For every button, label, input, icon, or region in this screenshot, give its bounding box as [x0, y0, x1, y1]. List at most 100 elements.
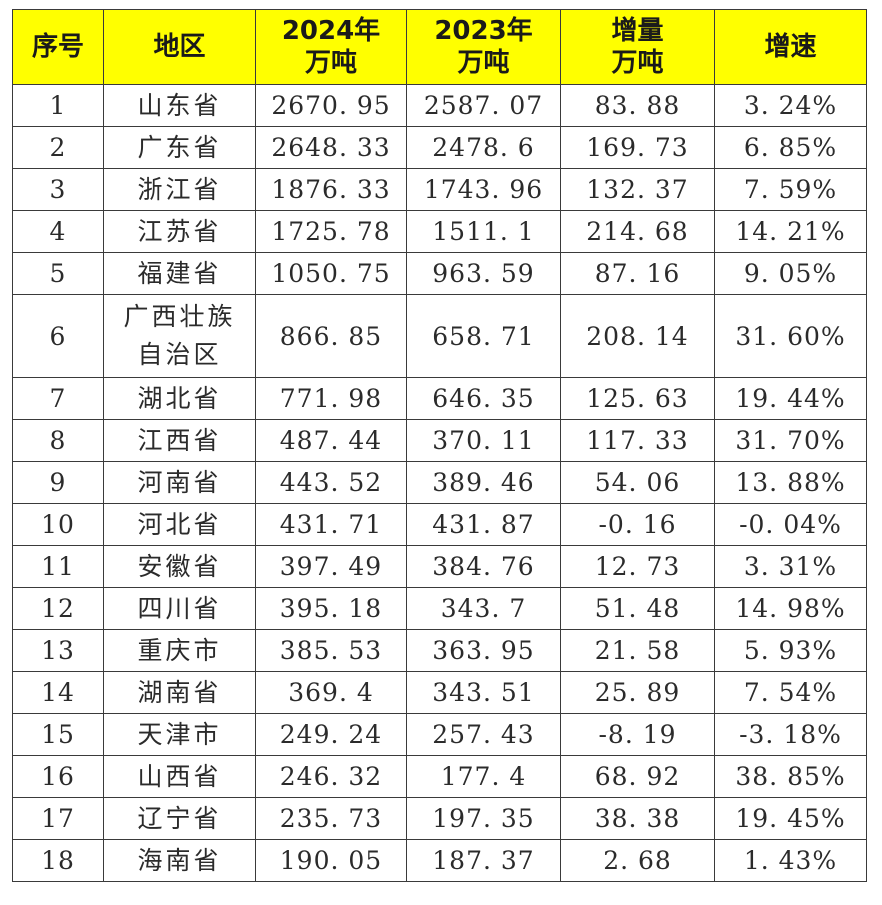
cell-rank: 5: [12, 252, 104, 295]
cell-increase: 83. 88: [560, 84, 715, 127]
cell-2023: 197. 35: [406, 797, 561, 840]
cell-growth: 14. 98%: [714, 587, 867, 630]
header-row: 序号 地区 2024年 万吨 2023年 万吨 增量 万吨 增速: [12, 9, 867, 85]
cell-2024: 1876. 33: [255, 168, 407, 211]
header-2024-line1: 2024年: [281, 16, 381, 46]
table-row: 4 江苏省 1725. 78 1511. 1 214. 68 14. 21%: [12, 210, 867, 253]
table-row: 13 重庆市 385. 53 363. 95 21. 58 5. 93%: [12, 629, 867, 672]
cell-2023: 963. 59: [406, 252, 561, 295]
cell-2023: 343. 7: [406, 587, 561, 630]
cell-2024: 397. 49: [255, 545, 407, 588]
table-row: 14 湖南省 369. 4 343. 51 25. 89 7. 54%: [12, 671, 867, 714]
table-row: 12 四川省 395. 18 343. 7 51. 48 14. 98%: [12, 587, 867, 630]
cell-increase: 25. 89: [560, 671, 715, 714]
cell-increase: -8. 19: [560, 713, 715, 756]
cell-2023: 1511. 1: [406, 210, 561, 253]
cell-growth: 3. 31%: [714, 545, 867, 588]
header-increase: 增量 万吨: [560, 9, 715, 85]
table-row: 11 安徽省 397. 49 384. 76 12. 73 3. 31%: [12, 545, 867, 588]
cell-region: 海南省: [103, 839, 256, 882]
cell-increase: 21. 58: [560, 629, 715, 672]
cell-2024: 385. 53: [255, 629, 407, 672]
cell-2023: 2478. 6: [406, 126, 561, 169]
cell-growth: 31. 60%: [714, 294, 867, 378]
cell-2024: 235. 73: [255, 797, 407, 840]
cell-increase: 38. 38: [560, 797, 715, 840]
cell-region: 广东省: [103, 126, 256, 169]
cell-increase: 68. 92: [560, 755, 715, 798]
cell-region: 天津市: [103, 713, 256, 756]
cell-2023: 646. 35: [406, 377, 561, 420]
cell-growth: -3. 18%: [714, 713, 867, 756]
cell-region: 安徽省: [103, 545, 256, 588]
cell-growth: 19. 45%: [714, 797, 867, 840]
cell-2024: 249. 24: [255, 713, 407, 756]
cell-region: 江西省: [103, 419, 256, 462]
cell-rank: 3: [12, 168, 104, 211]
cell-2024: 866. 85: [255, 294, 407, 378]
cell-2024: 395. 18: [255, 587, 407, 630]
header-region-line: 地区: [153, 32, 206, 62]
cell-rank: 4: [12, 210, 104, 253]
cell-region: 四川省: [103, 587, 256, 630]
cell-2023: 257. 43: [406, 713, 561, 756]
cell-growth: 19. 44%: [714, 377, 867, 420]
cell-region: 湖北省: [103, 377, 256, 420]
header-rank-line: 序号: [31, 32, 84, 62]
cell-rank: 18: [12, 839, 104, 882]
cell-rank: 13: [12, 629, 104, 672]
cell-growth: 5. 93%: [714, 629, 867, 672]
cell-increase: 51. 48: [560, 587, 715, 630]
cell-2023: 2587. 07: [406, 84, 561, 127]
cell-region: 河南省: [103, 461, 256, 504]
cell-region: 福建省: [103, 252, 256, 295]
cell-rank: 2: [12, 126, 104, 169]
cell-2023: 389. 46: [406, 461, 561, 504]
cell-growth: 7. 59%: [714, 168, 867, 211]
header-growth-line: 增速: [764, 32, 817, 62]
cell-increase: 54. 06: [560, 461, 715, 504]
cell-2024: 2670. 95: [255, 84, 407, 127]
header-rank: 序号: [12, 9, 104, 85]
cell-growth: -0. 04%: [714, 503, 867, 546]
cell-increase: 125. 63: [560, 377, 715, 420]
cell-2023: 384. 76: [406, 545, 561, 588]
cell-2023: 177. 4: [406, 755, 561, 798]
cell-increase: 214. 68: [560, 210, 715, 253]
cell-region: 山东省: [103, 84, 256, 127]
cell-growth: 13. 88%: [714, 461, 867, 504]
cell-increase: -0. 16: [560, 503, 715, 546]
cell-increase: 87. 16: [560, 252, 715, 295]
cell-rank: 14: [12, 671, 104, 714]
cell-2024: 1050. 75: [255, 252, 407, 295]
cell-2023: 363. 95: [406, 629, 561, 672]
cell-region: 广西壮族自治区: [103, 294, 256, 378]
cell-growth: 14. 21%: [714, 210, 867, 253]
cell-2023: 658. 71: [406, 294, 561, 378]
cell-2024: 1725. 78: [255, 210, 407, 253]
cell-2024: 190. 05: [255, 839, 407, 882]
header-region: 地区: [103, 9, 256, 85]
cell-growth: 1. 43%: [714, 839, 867, 882]
cell-2024: 443. 52: [255, 461, 407, 504]
cell-2024: 2648. 33: [255, 126, 407, 169]
cell-2024: 369. 4: [255, 671, 407, 714]
cell-2024: 431. 71: [255, 503, 407, 546]
table-row: 8 江西省 487. 44 370. 11 117. 33 31. 70%: [12, 419, 867, 462]
header-2024-line2: 万吨: [304, 48, 357, 78]
cell-increase: 12. 73: [560, 545, 715, 588]
cell-2023: 431. 87: [406, 503, 561, 546]
header-2023: 2023年 万吨: [406, 9, 561, 85]
cell-growth: 7. 54%: [714, 671, 867, 714]
cell-rank: 11: [12, 545, 104, 588]
cell-region: 辽宁省: [103, 797, 256, 840]
table-row: 16 山西省 246. 32 177. 4 68. 92 38. 85%: [12, 755, 867, 798]
cell-increase: 117. 33: [560, 419, 715, 462]
cell-rank: 1: [12, 84, 104, 127]
cell-2024: 487. 44: [255, 419, 407, 462]
table-row: 10 河北省 431. 71 431. 87 -0. 16 -0. 04%: [12, 503, 867, 546]
cell-region: 江苏省: [103, 210, 256, 253]
table-row: 3 浙江省 1876. 33 1743. 96 132. 37 7. 59%: [12, 168, 867, 211]
header-growth: 增速: [714, 9, 867, 85]
cell-increase: 132. 37: [560, 168, 715, 211]
